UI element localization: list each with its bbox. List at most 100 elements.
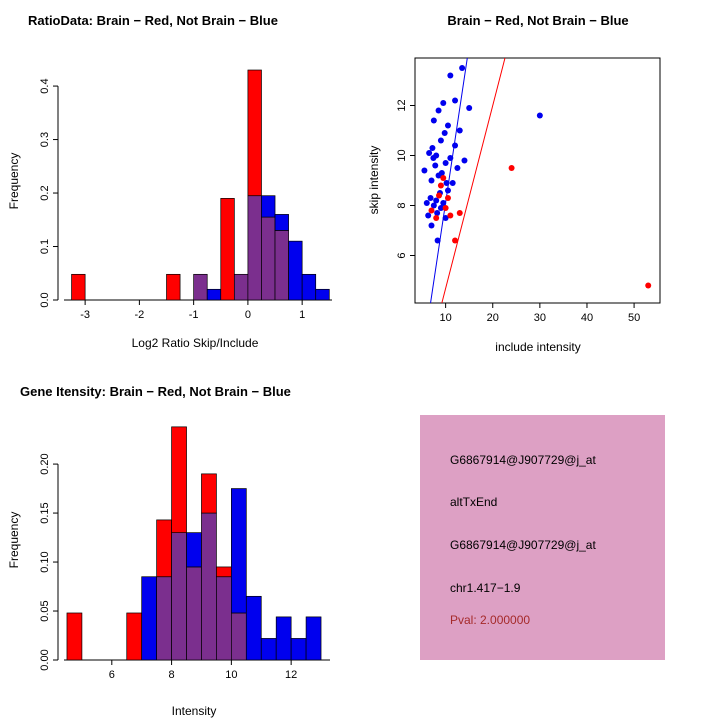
not-brain-point — [432, 162, 439, 169]
svg-text:10: 10 — [225, 669, 237, 681]
svg-text:12: 12 — [285, 669, 297, 681]
overlap-bar — [231, 612, 247, 661]
gene-intensity-histogram-title: Gene Itensity: Brain − Red, Not Brain − … — [20, 384, 291, 399]
svg-text:0.00: 0.00 — [39, 649, 51, 670]
svg-text:0: 0 — [245, 309, 251, 321]
intensity-scatter-plot: 10 20 30 40 50 6 8 10 12 — [396, 57, 661, 324]
x-axis-ticks: 6 8 10 12 — [109, 660, 297, 681]
overlap-bar — [261, 216, 276, 301]
not-brain-point — [425, 212, 432, 219]
overlap-bar — [216, 576, 232, 661]
not-brain-point — [536, 112, 543, 119]
not-brain-point — [435, 107, 442, 114]
y-axis-ticks: 0.0 0.1 0.2 0.3 0.4 — [39, 78, 58, 308]
brain-point — [456, 210, 463, 216]
brain-point — [444, 195, 451, 201]
intensity-scatter-panel: Brain − Red, Not Brain − Blue skip inten… — [360, 0, 720, 360]
not-brain-point — [447, 155, 454, 161]
brain-point — [447, 212, 454, 219]
svg-text:0.20: 0.20 — [39, 453, 51, 474]
not-brain-point — [442, 215, 449, 221]
ratio-histogram-panel: RatioData: Brain − Red, Not Brain − Blue… — [0, 0, 360, 360]
overlap-bar — [201, 512, 217, 661]
brain-bar — [71, 273, 86, 301]
brain-bar — [171, 426, 187, 534]
gene-intensity-histogram-plot: 6 8 10 12 0.00 0.05 0.10 0.15 0.20 — [39, 426, 330, 681]
brain-point — [452, 237, 459, 244]
brain-bar — [156, 519, 172, 578]
ratio-histogram-title: RatioData: Brain − Red, Not Brain − Blue — [28, 13, 278, 28]
brain-point — [508, 165, 515, 171]
ratio-histogram-plot: -3 -2 -1 0 1 0.0 0.1 0.2 0.3 0.4 — [39, 69, 332, 321]
not-brain-point — [437, 205, 444, 211]
not-brain-point — [433, 152, 440, 159]
svg-text:50: 50 — [628, 312, 640, 324]
brain-point — [442, 205, 449, 211]
not-brain-point — [428, 177, 435, 184]
not-brain-point — [452, 97, 459, 104]
overlap-bar — [247, 195, 262, 301]
svg-text:10: 10 — [440, 312, 452, 324]
svg-text:6: 6 — [109, 669, 115, 681]
not-brain-point — [437, 137, 444, 144]
not-brain-point — [461, 157, 468, 164]
svg-text:-2: -2 — [134, 309, 144, 321]
not-brain-point — [442, 160, 449, 166]
svg-text:0.2: 0.2 — [39, 185, 51, 200]
overlap-bar — [156, 576, 172, 661]
not-brain-point — [427, 195, 434, 201]
not-brain-bar — [206, 288, 222, 301]
info-panel: G6867914@J907729@j_at altTxEnd G6867914@… — [420, 415, 665, 660]
plot-box — [414, 57, 661, 304]
not-brain-point — [433, 197, 440, 204]
not-brain-bar — [245, 595, 262, 661]
svg-text:30: 30 — [534, 312, 546, 324]
info-line: altTxEnd — [450, 495, 498, 509]
brain-point — [433, 215, 440, 221]
gene-intensity-histogram-xlabel: Intensity — [171, 704, 217, 718]
overlap-bar — [186, 566, 202, 661]
not-brain-bar — [261, 195, 276, 218]
fit-lines — [430, 58, 506, 303]
brain-bar — [216, 566, 232, 578]
svg-text:0.05: 0.05 — [39, 600, 51, 621]
svg-text:40: 40 — [581, 312, 593, 324]
not-brain-bar — [290, 638, 307, 661]
overlap-bar — [233, 273, 249, 301]
not-brain-point — [423, 200, 430, 206]
svg-text:-1: -1 — [189, 309, 199, 321]
not-brain-bar — [274, 214, 289, 231]
x-axis-ticks: 10 20 30 40 50 — [440, 303, 640, 324]
svg-text:10: 10 — [396, 149, 408, 161]
brain-bar — [66, 612, 83, 661]
not-brain-point — [456, 127, 463, 134]
not-brain-bar — [305, 616, 322, 661]
y-axis-ticks: 6 8 10 12 — [396, 99, 415, 259]
intensity-scatter-xlabel: include intensity — [495, 340, 581, 354]
svg-text:8: 8 — [169, 669, 175, 681]
not-brain-point — [449, 180, 456, 186]
brain-point — [440, 175, 447, 181]
not-brain-bar — [231, 488, 247, 614]
not-brain-point — [421, 167, 428, 174]
info-line: chr1.417−1.9 — [450, 581, 521, 595]
not-brain-point — [434, 237, 441, 244]
not-brain-bar — [275, 616, 292, 661]
svg-text:0.1: 0.1 — [39, 239, 51, 254]
not-brain-point — [438, 170, 445, 176]
not-brain-point — [444, 187, 451, 194]
not-brain-point — [430, 202, 437, 209]
not-brain-point — [444, 122, 451, 129]
svg-text:20: 20 — [487, 312, 499, 324]
gene-intensity-histogram-panel: Gene Itensity: Brain − Red, Not Brain − … — [0, 360, 360, 720]
not-brain-bar — [260, 638, 277, 661]
info-line: G6867914@J907729@j_at — [450, 538, 596, 552]
not-brain-point — [440, 100, 447, 106]
not-brain-point — [429, 145, 436, 151]
not-brain-bar — [301, 273, 317, 301]
svg-text:0.0: 0.0 — [39, 292, 51, 307]
brain-bar — [166, 273, 181, 301]
svg-text:6: 6 — [396, 252, 408, 258]
brain-bar — [247, 69, 262, 197]
not-brain-point — [430, 117, 437, 124]
